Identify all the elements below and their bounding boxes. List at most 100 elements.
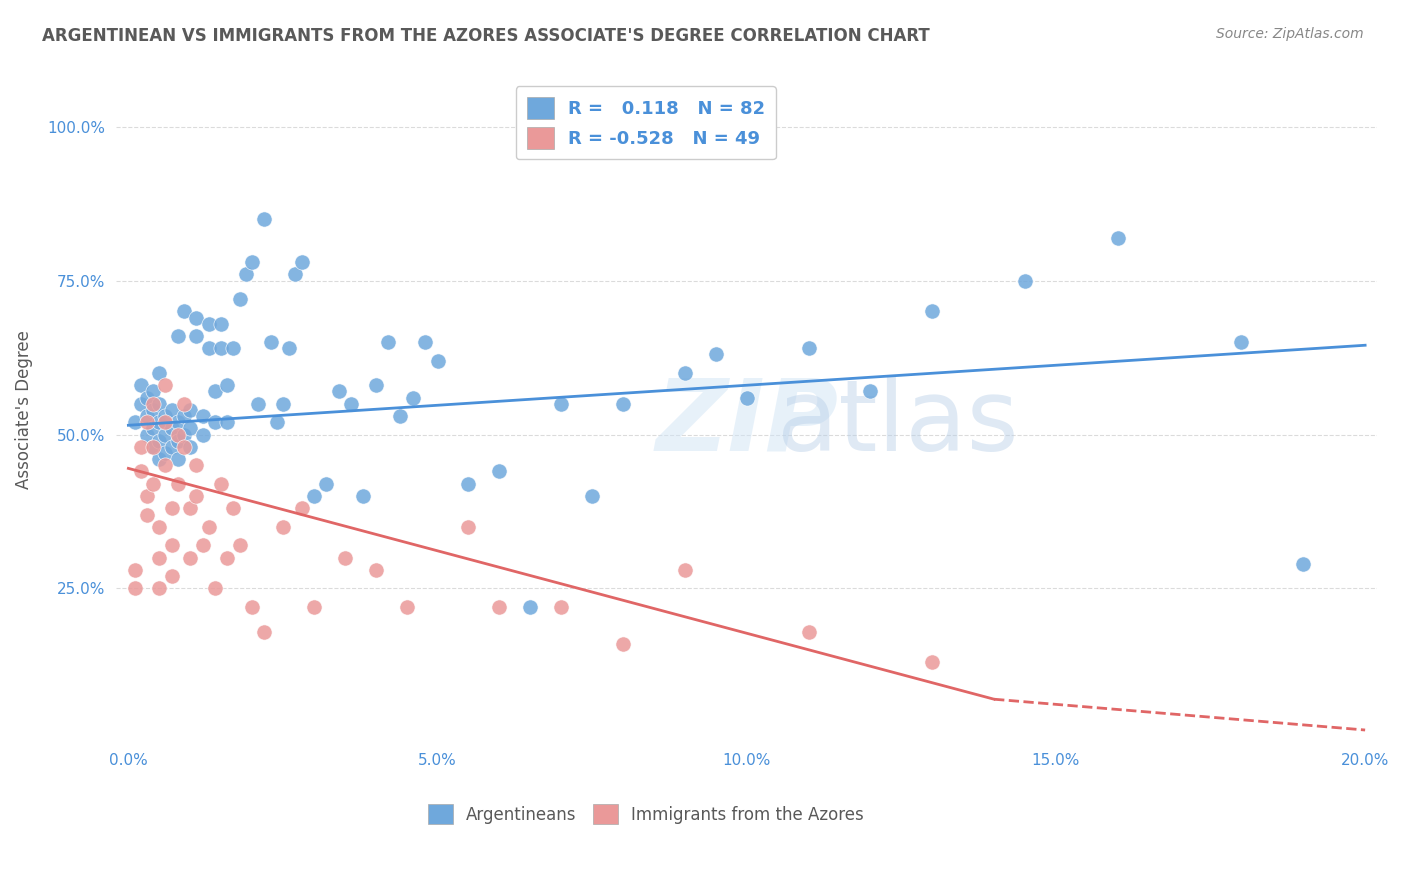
Point — [278, 341, 301, 355]
Point — [217, 378, 239, 392]
Point — [222, 501, 245, 516]
Point — [402, 391, 425, 405]
Point — [581, 489, 603, 503]
Point — [155, 378, 177, 392]
Point — [259, 335, 281, 350]
Point — [271, 397, 294, 411]
Point — [271, 520, 294, 534]
Point — [488, 465, 510, 479]
Point — [179, 440, 201, 454]
Point — [173, 397, 195, 411]
Point — [240, 599, 263, 614]
Legend: Argentineans, Immigrants from the Azores: Argentineans, Immigrants from the Azores — [420, 797, 870, 830]
Point — [173, 440, 195, 454]
Point — [197, 520, 219, 534]
Point — [129, 397, 152, 411]
Point — [166, 476, 188, 491]
Point — [333, 550, 356, 565]
Point — [266, 415, 288, 429]
Point — [160, 440, 183, 454]
Text: Source: ZipAtlas.com: Source: ZipAtlas.com — [1216, 27, 1364, 41]
Point — [426, 353, 449, 368]
Point — [735, 391, 758, 405]
Point — [166, 415, 188, 429]
Point — [1107, 230, 1129, 244]
Point — [135, 391, 157, 405]
Point — [155, 446, 177, 460]
Point — [191, 409, 214, 423]
Point — [186, 329, 208, 343]
Point — [142, 476, 165, 491]
Point — [921, 304, 943, 318]
Point — [148, 452, 170, 467]
Point — [160, 421, 183, 435]
Point — [160, 403, 183, 417]
Point — [315, 476, 337, 491]
Point — [129, 378, 152, 392]
Point — [197, 341, 219, 355]
Point — [166, 427, 188, 442]
Point — [179, 550, 201, 565]
Point — [235, 268, 257, 282]
Point — [204, 415, 226, 429]
Point — [135, 508, 157, 522]
Point — [160, 501, 183, 516]
Point — [204, 384, 226, 399]
Point — [290, 501, 312, 516]
Point — [186, 458, 208, 473]
Point — [364, 378, 387, 392]
Point — [290, 255, 312, 269]
Point — [328, 384, 350, 399]
Point — [148, 415, 170, 429]
Point — [209, 341, 232, 355]
Point — [340, 397, 363, 411]
Point — [148, 366, 170, 380]
Point — [612, 397, 634, 411]
Point — [302, 489, 325, 503]
Point — [148, 582, 170, 596]
Point — [364, 563, 387, 577]
Point — [160, 538, 183, 552]
Point — [148, 434, 170, 448]
Point — [173, 304, 195, 318]
Point — [155, 409, 177, 423]
Point — [612, 637, 634, 651]
Point — [129, 440, 152, 454]
Point — [253, 212, 276, 227]
Point — [352, 489, 374, 503]
Point — [179, 403, 201, 417]
Point — [186, 310, 208, 325]
Point — [488, 599, 510, 614]
Point — [135, 427, 157, 442]
Point — [209, 317, 232, 331]
Point — [673, 563, 696, 577]
Point — [142, 397, 165, 411]
Point — [247, 397, 270, 411]
Point — [155, 415, 177, 429]
Point — [204, 582, 226, 596]
Point — [284, 268, 307, 282]
Point — [173, 409, 195, 423]
Text: ZIP: ZIP — [655, 375, 838, 472]
Y-axis label: Associate's Degree: Associate's Degree — [15, 330, 32, 490]
Point — [1014, 274, 1036, 288]
Point — [389, 409, 412, 423]
Point — [191, 427, 214, 442]
Point — [222, 341, 245, 355]
Point — [173, 427, 195, 442]
Point — [142, 440, 165, 454]
Point — [186, 489, 208, 503]
Point — [413, 335, 436, 350]
Point — [166, 452, 188, 467]
Point — [550, 599, 572, 614]
Point — [228, 292, 250, 306]
Point — [395, 599, 418, 614]
Point — [797, 341, 820, 355]
Point — [377, 335, 399, 350]
Point — [457, 520, 479, 534]
Point — [155, 427, 177, 442]
Point — [921, 655, 943, 669]
Point — [179, 501, 201, 516]
Point — [166, 329, 188, 343]
Point — [197, 317, 219, 331]
